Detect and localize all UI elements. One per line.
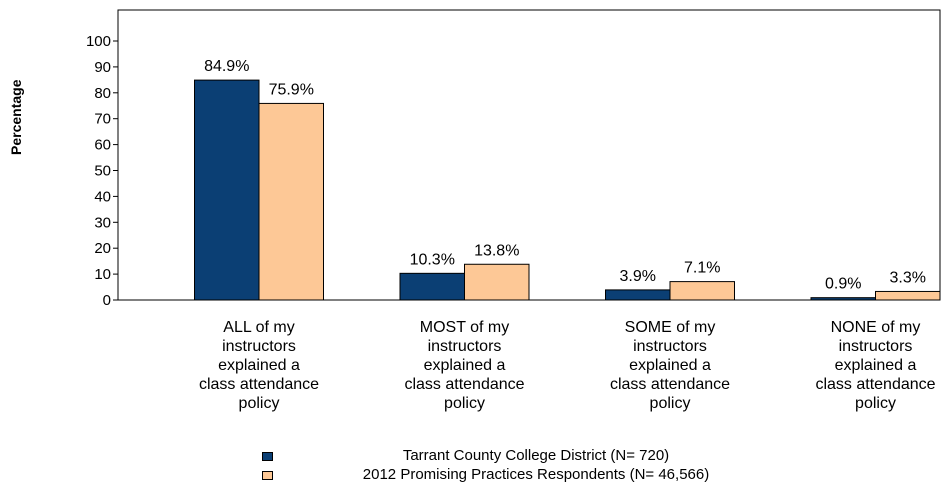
bar-series-1	[605, 289, 671, 301]
data-label-series-2: 3.3%	[890, 269, 926, 286]
y-tick-label: 10	[94, 266, 111, 283]
y-axis: 0 10 20 30 40 50 60 70 80 90 100	[86, 33, 118, 309]
data-label-series-1: 3.9%	[620, 268, 656, 285]
bar-chart: 0 10 20 30 40 50 60 70 80 90 100 84.9% 75.9% 10.3% 13…	[86, 9, 941, 309]
bar-series-2	[258, 102, 324, 301]
bars	[194, 79, 941, 301]
bar-series-1	[399, 272, 465, 301]
bar-series-1	[194, 79, 260, 301]
y-tick-label: 90	[94, 59, 111, 76]
y-tick-label: 100	[86, 33, 111, 50]
category-label: ALL of my instructors explained a class …	[198, 319, 320, 412]
legend-label-series-1: Tarrant County College District (N= 720)	[402, 447, 670, 464]
data-label-series-2: 7.1%	[684, 260, 720, 277]
y-tick-label: 0	[103, 292, 111, 309]
y-tick-label: 80	[94, 85, 111, 102]
data-label-series-2: 75.9%	[269, 81, 314, 98]
data-label-series-1: 0.9%	[825, 276, 861, 293]
category-label: MOST of my instructors explained a class…	[404, 319, 525, 412]
bar-series-2	[669, 281, 735, 301]
category-label: SOME of my instructors explained a class…	[609, 319, 731, 412]
y-tick-label: 50	[94, 163, 111, 180]
y-tick-label: 40	[94, 188, 111, 205]
data-labels: 84.9% 75.9% 10.3% 13.8% 3.9% 7.1% 0.9% 3.3%	[204, 58, 926, 293]
y-tick-label: 70	[94, 111, 111, 128]
legend-swatch-series-2	[262, 471, 273, 480]
bar-series-1	[810, 297, 876, 301]
legend-swatch-series-1	[262, 452, 273, 461]
bar-series-2	[875, 290, 941, 301]
y-tick-label: 20	[94, 240, 111, 257]
data-label-series-1: 10.3%	[410, 251, 455, 268]
y-tick-label: 30	[94, 214, 111, 231]
y-tick-label: 60	[94, 137, 111, 154]
legend-label-series-2: 2012 Promising Practices Respondents (N=…	[362, 466, 710, 483]
data-label-series-1: 84.9%	[204, 58, 249, 75]
data-label-series-2: 13.8%	[474, 242, 519, 259]
category-label: NONE of my instructors explained a class…	[815, 319, 936, 412]
bar-series-2	[464, 263, 530, 301]
